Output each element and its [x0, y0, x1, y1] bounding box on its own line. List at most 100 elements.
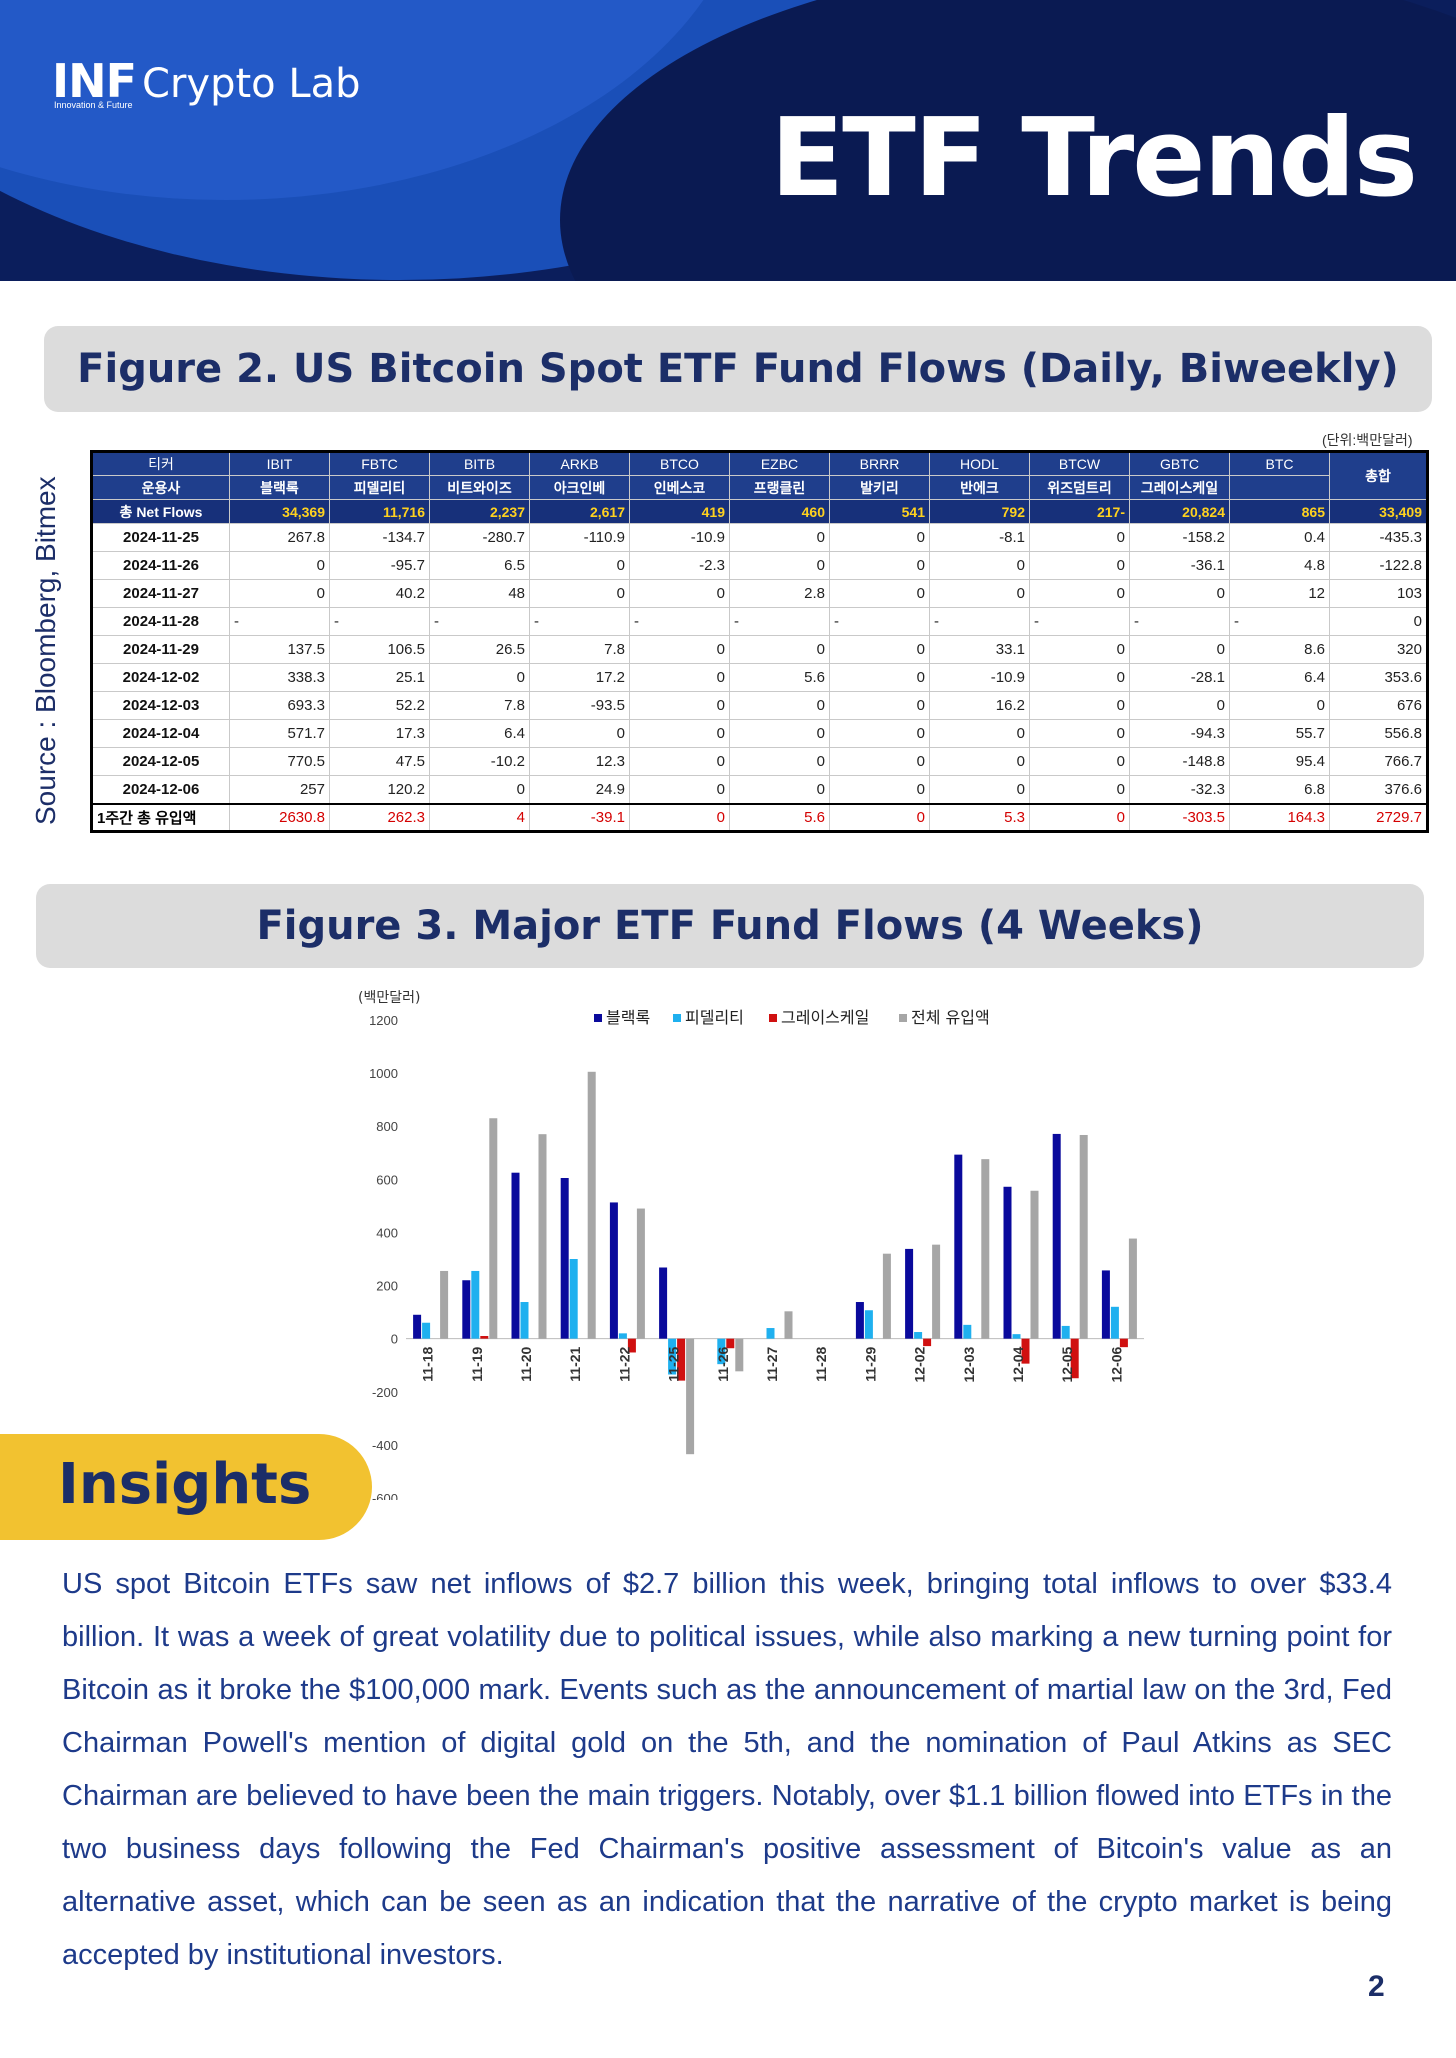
bar-12-05-0 — [1052, 1133, 1061, 1339]
flow-cell: 0 — [829, 579, 930, 608]
manager-cell: 위즈덤트리 — [1029, 475, 1130, 500]
row-date: 2024-12-02 — [91, 663, 230, 692]
ticker-cell: BITB — [429, 451, 530, 476]
bar-12-06-1 — [1110, 1306, 1119, 1339]
flow-cell: 0 — [729, 719, 830, 748]
y-tick-label: 1000 — [369, 1066, 398, 1081]
flow-cell: 52.2 — [329, 691, 430, 720]
flow-cell: 12 — [1229, 579, 1330, 608]
bar-11-21-0 — [560, 1178, 569, 1339]
flow-cell: 40.2 — [329, 579, 430, 608]
flow-cell: 257 — [229, 775, 330, 804]
flow-cell: 6.4 — [1229, 663, 1330, 692]
flow-cell: 55.7 — [1229, 719, 1330, 748]
total-cell: 0 — [829, 802, 930, 832]
manager-cell: 발키리 — [829, 475, 930, 500]
flow-cell: -94.3 — [1129, 719, 1230, 748]
bar-11-18-0 — [413, 1314, 422, 1339]
legend-swatch — [673, 1014, 681, 1022]
flow-cell: - — [1029, 607, 1130, 636]
flow-cell: 353.6 — [1329, 663, 1428, 692]
flow-cell: -32.3 — [1129, 775, 1230, 804]
x-tick-label: 12-06 — [1108, 1346, 1124, 1382]
row-date: 2024-12-04 — [91, 719, 230, 748]
total-cell: 0 — [1029, 802, 1130, 832]
total-cell: 262.3 — [329, 802, 430, 832]
x-tick-label: 11-20 — [518, 1346, 534, 1381]
table-row: 2024-12-05 770.5 47.5 -10.2 12.3 0 0 0 0 0 -148.8 9… — [91, 747, 1428, 776]
net-flow-cell: 20,824 — [1129, 499, 1230, 524]
flow-cell: - — [729, 607, 830, 636]
bar-12-05-3 — [1079, 1134, 1088, 1339]
bar-11-29-0 — [855, 1302, 864, 1339]
y-tick-label: -400 — [372, 1438, 398, 1453]
flow-cell: - — [229, 607, 330, 636]
total-cell: 5.6 — [729, 802, 830, 832]
manager-cell: 반에크 — [929, 475, 1030, 500]
flow-cell: 6.8 — [1229, 775, 1330, 804]
flow-cell: 7.8 — [529, 635, 630, 664]
ticker-cell: BTC — [1229, 451, 1330, 476]
flow-cell: 95.4 — [1229, 747, 1330, 776]
bar-12-06-0 — [1101, 1270, 1110, 1339]
flows-table-body: 2024-11-25 267.8 -134.7 -280.7 -110.9 -10.9 0 0… — [91, 523, 1428, 832]
flow-cell: 47.5 — [329, 747, 430, 776]
y-tick-label: 600 — [376, 1172, 398, 1187]
bar-11-27-3 — [784, 1311, 793, 1339]
flow-cell: 0 — [1029, 551, 1130, 580]
flow-cell: 0 — [829, 691, 930, 720]
flow-cell: -280.7 — [429, 523, 530, 552]
bar-11-22-2 — [627, 1338, 636, 1353]
net-flow-cell: 11,716 — [329, 499, 430, 524]
row-date: 2024-11-28 — [91, 607, 230, 636]
flow-cell: - — [929, 607, 1030, 636]
manager-cell: 프랭클린 — [729, 475, 830, 500]
ticker-cell: EZBC — [729, 451, 830, 476]
flow-cell: 766.7 — [1329, 747, 1428, 776]
bar-11-19-1 — [471, 1270, 480, 1339]
flow-cell: 0 — [929, 747, 1030, 776]
ticker-cell: BRRR — [829, 451, 930, 476]
flow-cell: -10.2 — [429, 747, 530, 776]
ticker-cell: BTCW — [1029, 451, 1130, 476]
net-flow-value: 217 — [1096, 503, 1121, 520]
table-row: 2024-11-27 0 40.2 48 0 0 2.8 0 0 0 0 12 103 — [91, 579, 1428, 608]
flow-cell: -95.7 — [329, 551, 430, 580]
legend-swatch — [769, 1014, 777, 1022]
header-wave-decoration — [560, 0, 1456, 281]
manager-cell: 비트와이즈 — [429, 475, 530, 500]
bar-11-20-0 — [511, 1172, 520, 1339]
flow-cell: 0 — [1029, 691, 1130, 720]
y-tick-label: -600 — [372, 1491, 398, 1500]
net-flows-label: 총 Net Flows — [91, 499, 230, 524]
header-banner: INF Crypto Lab Innovation & Future ETF Tr… — [0, 0, 1456, 281]
source-note: Source : Bloomberg, Bitmex — [30, 476, 61, 825]
legend-label: 그레이스케일 — [781, 1008, 869, 1027]
manager-header-row: 운용사 블랙록 피델리티 비트와이즈 아크인베 인베스코 프랭클린 발키리 반에… — [91, 475, 1428, 500]
flow-cell: 571.7 — [229, 719, 330, 748]
table-row: 2024-12-02 338.3 25.1 0 17.2 0 5.6 0 -10.9 0 -28.1… — [91, 663, 1428, 692]
bar-11-21-1 — [569, 1259, 578, 1339]
table-row: 2024-12-06 257 120.2 0 24.9 0 0 0 0 0 -32.3 6.8 376.… — [91, 775, 1428, 804]
flow-cell: 8.6 — [1229, 635, 1330, 664]
flow-cell: 0 — [629, 663, 730, 692]
flow-cell: -93.5 — [529, 691, 630, 720]
manager-cell — [1229, 475, 1330, 500]
logo-tagline: Innovation & Future — [54, 100, 133, 110]
etf-flows-table: 티커 IBIT FBTC BITB ARKB BTCO EZBC BRRR HO… — [90, 450, 1429, 833]
flow-cell: 0 — [729, 691, 830, 720]
net-flow-cell: 865 — [1229, 499, 1330, 524]
flow-cell: 0 — [429, 663, 530, 692]
bar-12-03-3 — [981, 1159, 990, 1339]
flow-cell: 0 — [829, 635, 930, 664]
bar-12-03-1 — [963, 1324, 972, 1339]
flow-cell: 137.5 — [229, 635, 330, 664]
x-tick-label: 11-18 — [420, 1346, 436, 1381]
y-tick-label: 800 — [376, 1119, 398, 1134]
manager-label: 운용사 — [91, 475, 230, 500]
flow-cell: 0 — [629, 579, 730, 608]
flow-cell: -10.9 — [929, 663, 1030, 692]
flow-cell: 17.3 — [329, 719, 430, 748]
flow-cell: 693.3 — [229, 691, 330, 720]
bar-11-22-1 — [618, 1333, 627, 1339]
